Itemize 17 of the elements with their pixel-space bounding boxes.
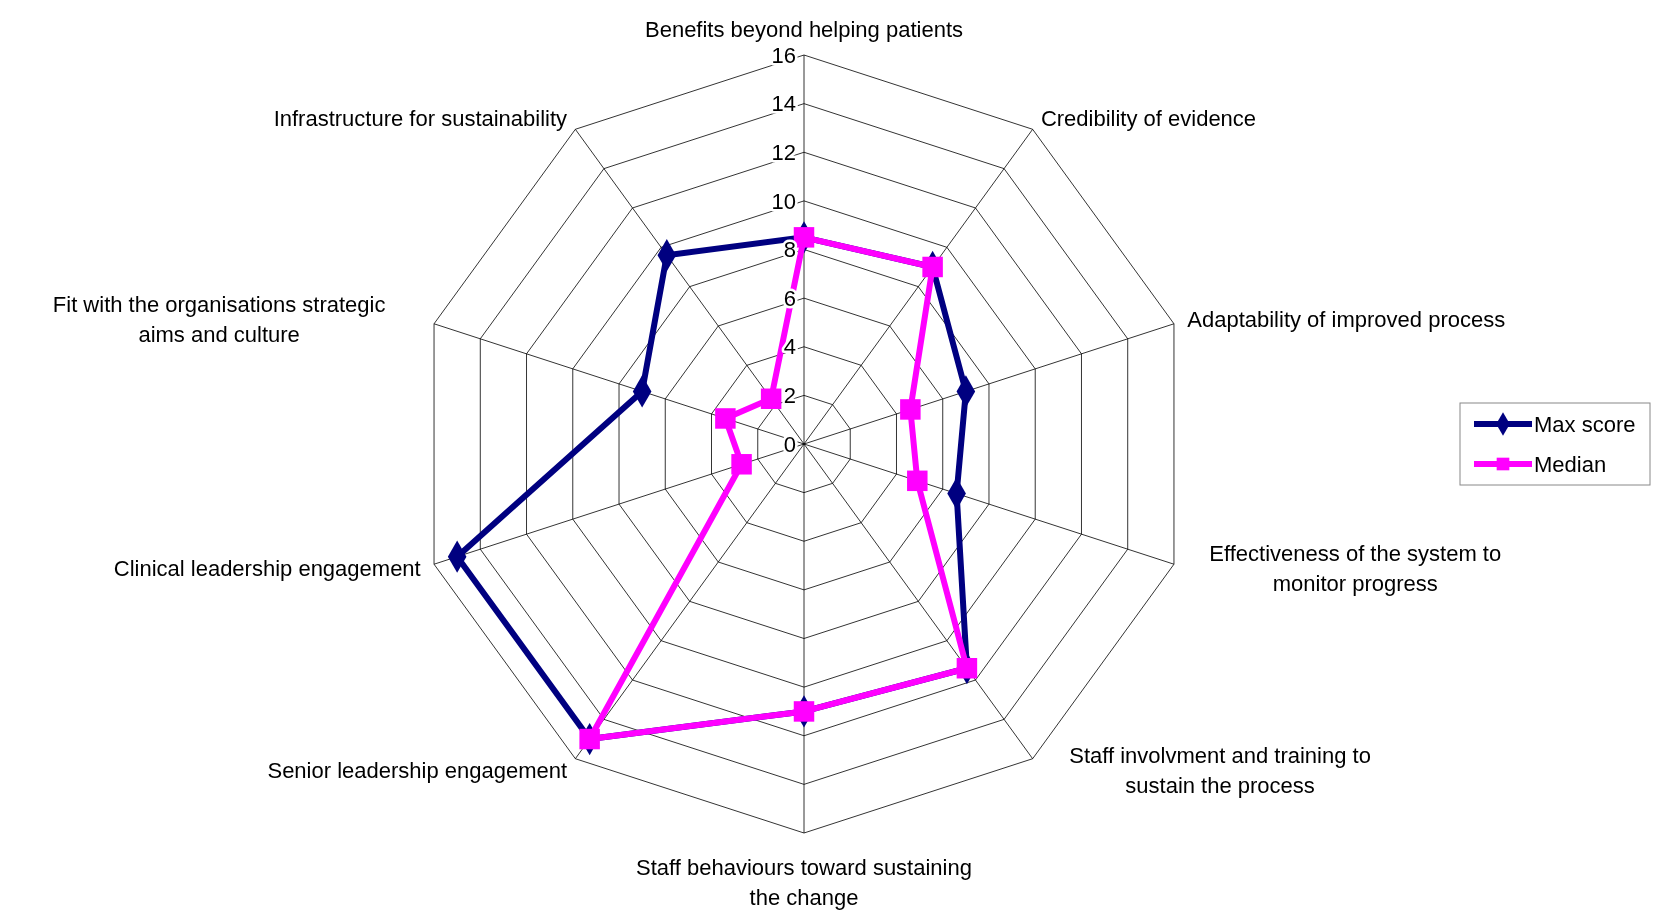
spoke-label: Credibility of evidence — [1040, 105, 1257, 131]
spoke-label: Infrastructure for sustainability — [273, 105, 568, 131]
y-tick-label: 8 — [783, 237, 796, 263]
legend-label: Max score — [1534, 411, 1636, 437]
y-tick-label: 14 — [771, 91, 796, 117]
spoke-label: Staff involvment and training to sustain the process — [1069, 742, 1371, 798]
spoke-label: Senior leadership engagement — [267, 757, 568, 783]
spoke-label: Fit with the organisations strategic aims and culture — [52, 292, 386, 348]
spoke-label: Adaptability of improved process — [1187, 307, 1506, 333]
spoke-label: Clinical leadership engagement — [113, 556, 421, 582]
spoke-label: Benefits beyond helping patients — [644, 16, 964, 42]
spoke-label: Staff behaviours toward sustaining the change — [636, 854, 972, 910]
spoke-label: Effectiveness of the system to monitor progress — [1209, 541, 1502, 597]
y-tick-label: 16 — [771, 42, 796, 68]
legend-label: Median — [1534, 451, 1607, 477]
y-tick-label: 12 — [771, 139, 796, 165]
y-tick-label: 10 — [771, 188, 796, 214]
